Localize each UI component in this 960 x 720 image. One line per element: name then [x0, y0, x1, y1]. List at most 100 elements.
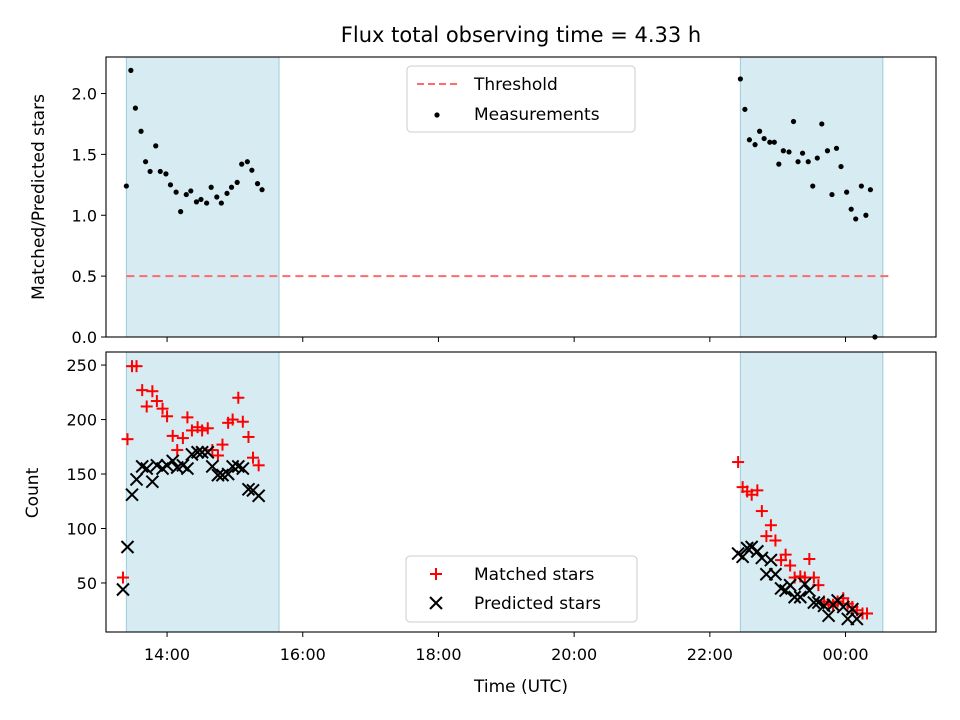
measurement-point: [848, 206, 854, 212]
observing-interval-band: [740, 352, 883, 632]
bottom-legend-box: [405, 555, 638, 623]
measurement-point: [786, 149, 792, 155]
x-axis-label: Time (UTC): [473, 677, 568, 697]
x-tick-label: 18:00: [415, 645, 461, 664]
measurement-point: [867, 187, 874, 193]
y-tick-label: 200: [66, 411, 97, 430]
top-legend: Threshold Measurements: [406, 65, 636, 133]
measurement-point: [853, 216, 859, 222]
measurements-legend-swatch: [434, 112, 440, 118]
matched-stars-point: [176, 432, 189, 445]
measurement-point: [218, 200, 224, 206]
matched-stars-point: [779, 548, 792, 561]
predicted-stars-point: [768, 567, 783, 581]
predicted-legend-label: Predicted stars: [474, 594, 601, 614]
measurement-point: [814, 155, 820, 161]
matched-stars-point: [171, 444, 184, 457]
bottom-y-ticks: 50 100 150 200 250: [66, 356, 106, 593]
measurement-point: [249, 167, 255, 173]
top-y-axis-label: Matched/Predicted stars: [29, 94, 49, 300]
measurement-point: [810, 183, 816, 189]
predicted-stars-point: [225, 459, 240, 474]
matched-legend-label: Matched stars: [474, 565, 594, 585]
measurement-point: [208, 184, 214, 190]
measurement-point: [795, 159, 801, 165]
measurement-point: [799, 150, 806, 156]
predicted-stars-point: [764, 553, 778, 567]
predicted-stars-point: [821, 608, 836, 623]
bottom-y-axis-label: Count: [23, 467, 43, 518]
measurement-point: [259, 187, 265, 193]
measurement-point: [214, 194, 220, 200]
x-tick-label: 16:00: [280, 645, 326, 664]
predicted-stars-point: [221, 467, 235, 481]
measurement-point: [780, 148, 786, 154]
measurement-point: [737, 76, 743, 82]
measurement-point: [234, 179, 240, 185]
predicted-stars-point: [145, 474, 160, 489]
predicted-stars-point: [116, 582, 130, 597]
y-tick-label: 1.5: [72, 145, 97, 164]
measurement-point: [746, 137, 753, 143]
predicted-stars-point: [798, 577, 812, 591]
predicted-stars-point: [205, 459, 220, 474]
predicted-stars-point: [845, 602, 860, 616]
predicted-stars-point: [120, 540, 135, 554]
measurement-point: [244, 159, 250, 165]
bottom-legend: Matched stars Predicted stars: [405, 555, 638, 623]
top-shaded-intervals: [125, 57, 884, 337]
matched-stars-point: [807, 571, 820, 584]
matched-stars-point: [161, 410, 174, 423]
measurement-point: [239, 161, 245, 167]
observing-interval-band: [126, 57, 280, 337]
measurement-point: [228, 184, 235, 190]
measurement-point: [178, 209, 184, 215]
matched-stars-point: [803, 553, 816, 566]
matched-stars-point: [216, 438, 229, 451]
x-tick-label: 20:00: [551, 645, 597, 664]
y-tick-label: 250: [66, 356, 97, 375]
matched-stars-point: [156, 402, 169, 415]
measurement-point: [123, 183, 129, 189]
predicted-stars-point: [195, 445, 209, 459]
matched-stars-point: [116, 571, 129, 584]
predicted-stars-point: [241, 482, 256, 496]
y-tick-label: 0.5: [72, 267, 97, 286]
matched-legend-swatch: [430, 568, 442, 580]
threshold-legend-label: Threshold: [473, 75, 558, 95]
measurement-point: [142, 159, 149, 165]
predicted-stars-point: [793, 590, 808, 604]
measurements-legend-label: Measurements: [474, 105, 600, 125]
predicted-stars-point: [750, 544, 765, 559]
matched-stars-point: [760, 530, 773, 543]
predicted-stars-point: [802, 583, 817, 598]
matched-stars-point: [252, 459, 265, 472]
measurement-point: [863, 212, 869, 218]
matched-stars-point: [201, 422, 214, 435]
top-x-ticks: [166, 337, 847, 342]
measurement-point: [829, 191, 835, 198]
predicted-stars-point: [201, 445, 215, 459]
y-tick-label: 2.0: [72, 85, 97, 104]
matched-stars-point: [146, 385, 159, 398]
measurement-point: [198, 196, 204, 203]
measurement-point: [138, 128, 144, 134]
matched-stars-point: [236, 415, 249, 428]
measurement-point: [147, 168, 153, 175]
measurement-point: [776, 161, 782, 167]
measurement-point: [844, 189, 850, 195]
matched-stars-point: [150, 395, 163, 408]
measurement-point: [838, 163, 844, 170]
predicted-stars-point: [140, 461, 154, 476]
top-plot-area: [123, 67, 891, 340]
top-legend-box: [406, 65, 636, 133]
matched-stars-point: [247, 451, 260, 464]
measurement-point: [858, 183, 864, 189]
matched-stars-point: [764, 519, 777, 532]
predicted-legend-swatch: [429, 596, 443, 610]
predicted-stars-point: [166, 454, 180, 468]
matched-stars-point: [166, 429, 179, 442]
top-axes-frame: [105, 56, 937, 338]
matched-stars-point: [751, 484, 764, 497]
